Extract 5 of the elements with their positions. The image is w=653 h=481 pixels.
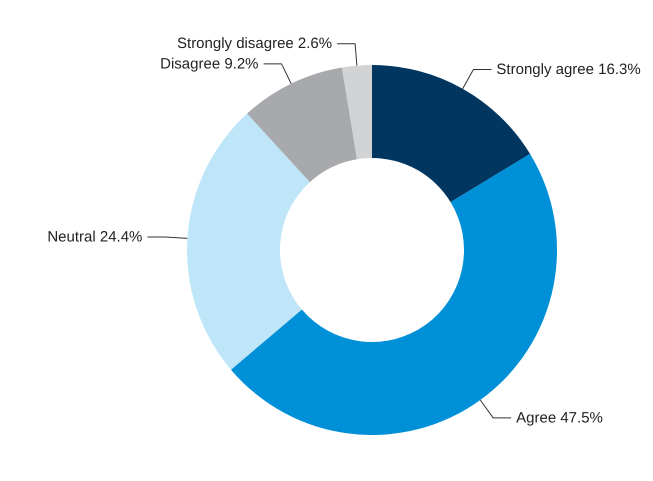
slice-label: Disagree 9.2% <box>160 55 259 72</box>
slice-label: Neutral 24.4% <box>47 228 142 246</box>
slice-label: Agree 47.5% <box>516 409 603 426</box>
slice-label: Strongly disagree 2.6% <box>177 35 332 52</box>
slice-label: Strongly agree 16.3% <box>496 61 641 78</box>
